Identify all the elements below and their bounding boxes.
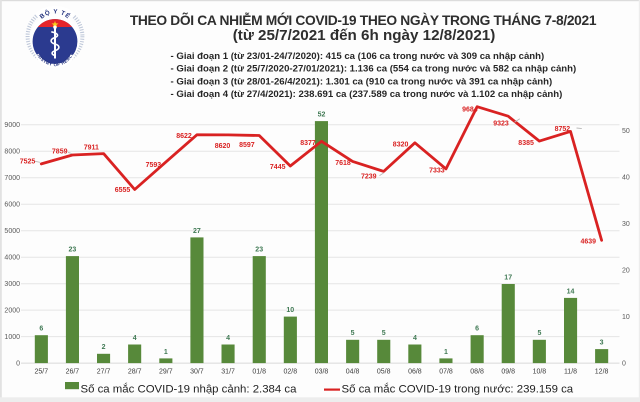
svg-text:4639: 4639 xyxy=(581,238,597,245)
svg-text:09/8: 09/8 xyxy=(501,369,515,376)
svg-text:8385: 8385 xyxy=(518,140,534,147)
svg-text:9323: 9323 xyxy=(493,121,509,128)
svg-text:03/8: 03/8 xyxy=(315,369,329,376)
svg-text:5: 5 xyxy=(351,330,355,337)
svg-text:14: 14 xyxy=(567,288,575,295)
svg-text:4: 4 xyxy=(133,335,137,342)
svg-text:(từ 25/7/2021 đến 6h ngày 12/8: (từ 25/7/2021 đến 6h ngày 12/8/2021) xyxy=(233,27,496,44)
svg-text:1: 1 xyxy=(164,349,168,356)
svg-text:17: 17 xyxy=(504,274,512,281)
svg-text:52: 52 xyxy=(318,112,326,119)
svg-text:3: 3 xyxy=(600,340,604,347)
svg-text:7859: 7859 xyxy=(52,148,68,155)
svg-text:29/7: 29/7 xyxy=(159,369,173,376)
svg-text:5: 5 xyxy=(537,330,541,337)
svg-text:2000: 2000 xyxy=(4,308,20,315)
svg-text:0: 0 xyxy=(16,361,20,368)
svg-text:26/7: 26/7 xyxy=(66,369,80,376)
svg-text:- Giai đoạn 1 (từ 23/01-24/7/2: - Giai đoạn 1 (từ 23/01-24/7/2020): 415 … xyxy=(171,51,545,62)
svg-text:Số ca mắc COVID-19 trong nước:: Số ca mắc COVID-19 trong nước: 239.159 c… xyxy=(342,382,574,395)
svg-text:27/7: 27/7 xyxy=(97,369,111,376)
svg-text:5000: 5000 xyxy=(4,228,20,235)
svg-text:1000: 1000 xyxy=(4,334,20,341)
svg-text:11/8: 11/8 xyxy=(564,369,577,376)
svg-text:7000: 7000 xyxy=(4,175,20,182)
svg-text:8620: 8620 xyxy=(215,143,231,150)
svg-text:6000: 6000 xyxy=(4,202,20,209)
svg-text:7593: 7593 xyxy=(146,162,162,169)
svg-text:7333: 7333 xyxy=(429,168,445,175)
svg-text:30/7: 30/7 xyxy=(190,369,204,376)
svg-text:- Giai đoạn 4 (từ 27/4/2021):: - Giai đoạn 4 (từ 27/4/2021): 238.691 ca… xyxy=(171,89,563,100)
svg-text:28/7: 28/7 xyxy=(128,369,142,376)
svg-text:05/8: 05/8 xyxy=(377,369,391,376)
svg-text:12/8: 12/8 xyxy=(595,369,609,376)
svg-text:25/7: 25/7 xyxy=(34,369,48,376)
svg-text:9684: 9684 xyxy=(462,107,478,114)
svg-text:8622: 8622 xyxy=(176,133,192,140)
svg-text:6: 6 xyxy=(39,326,43,333)
svg-text:6: 6 xyxy=(475,326,479,333)
svg-text:8000: 8000 xyxy=(4,149,20,156)
svg-text:7618: 7618 xyxy=(335,160,351,167)
svg-text:5: 5 xyxy=(382,330,386,337)
svg-text:06/8: 06/8 xyxy=(408,369,422,376)
svg-text:8377: 8377 xyxy=(300,140,316,147)
svg-text:02/8: 02/8 xyxy=(283,369,297,376)
svg-text:50: 50 xyxy=(622,128,630,135)
svg-text:6555: 6555 xyxy=(115,187,131,194)
svg-text:4: 4 xyxy=(226,335,230,342)
svg-text:20: 20 xyxy=(622,267,630,274)
svg-text:23: 23 xyxy=(255,247,263,254)
svg-text:- Giai đoạn 2 (từ 25/7/2020-27: - Giai đoạn 2 (từ 25/7/2020-27/01/2021):… xyxy=(171,64,577,75)
svg-text:30: 30 xyxy=(622,221,630,228)
svg-text:8752: 8752 xyxy=(555,126,571,133)
svg-text:31/7: 31/7 xyxy=(221,369,235,376)
svg-text:- Giai đoạn 3 (từ 28/01-26/4/2: - Giai đoạn 3 (từ 28/01-26/4/2021): 1.30… xyxy=(171,76,553,87)
svg-text:9000: 9000 xyxy=(4,122,20,129)
svg-text:1: 1 xyxy=(444,349,448,356)
svg-text:7525: 7525 xyxy=(20,159,36,166)
svg-text:04/8: 04/8 xyxy=(346,369,360,376)
svg-text:10: 10 xyxy=(286,307,294,314)
svg-text:07/8: 07/8 xyxy=(439,369,453,376)
svg-text:10/8: 10/8 xyxy=(533,369,547,376)
svg-text:08/8: 08/8 xyxy=(470,369,484,376)
svg-text:8597: 8597 xyxy=(239,142,255,149)
svg-text:10: 10 xyxy=(622,314,630,321)
svg-text:01/8: 01/8 xyxy=(252,369,266,376)
svg-text:4000: 4000 xyxy=(4,255,20,262)
svg-text:27: 27 xyxy=(193,228,201,235)
svg-text:7911: 7911 xyxy=(84,145,99,152)
svg-text:7239: 7239 xyxy=(361,174,377,181)
svg-text:3000: 3000 xyxy=(4,281,20,288)
svg-text:4: 4 xyxy=(413,335,417,342)
svg-text:7445: 7445 xyxy=(270,164,286,171)
svg-text:8320: 8320 xyxy=(393,141,409,148)
svg-text:23: 23 xyxy=(69,247,77,254)
svg-text:0: 0 xyxy=(622,361,626,368)
svg-text:Số ca mắc COVID-19 nhập cảnh:: Số ca mắc COVID-19 nhập cảnh: 2.384 ca xyxy=(81,382,298,395)
svg-text:2: 2 xyxy=(102,344,106,351)
svg-text:40: 40 xyxy=(622,174,630,181)
svg-text:THEO DÕI CA NHIỄM MỚI COVID-19: THEO DÕI CA NHIỄM MỚI COVID-19 THEO NGÀY… xyxy=(130,11,597,28)
